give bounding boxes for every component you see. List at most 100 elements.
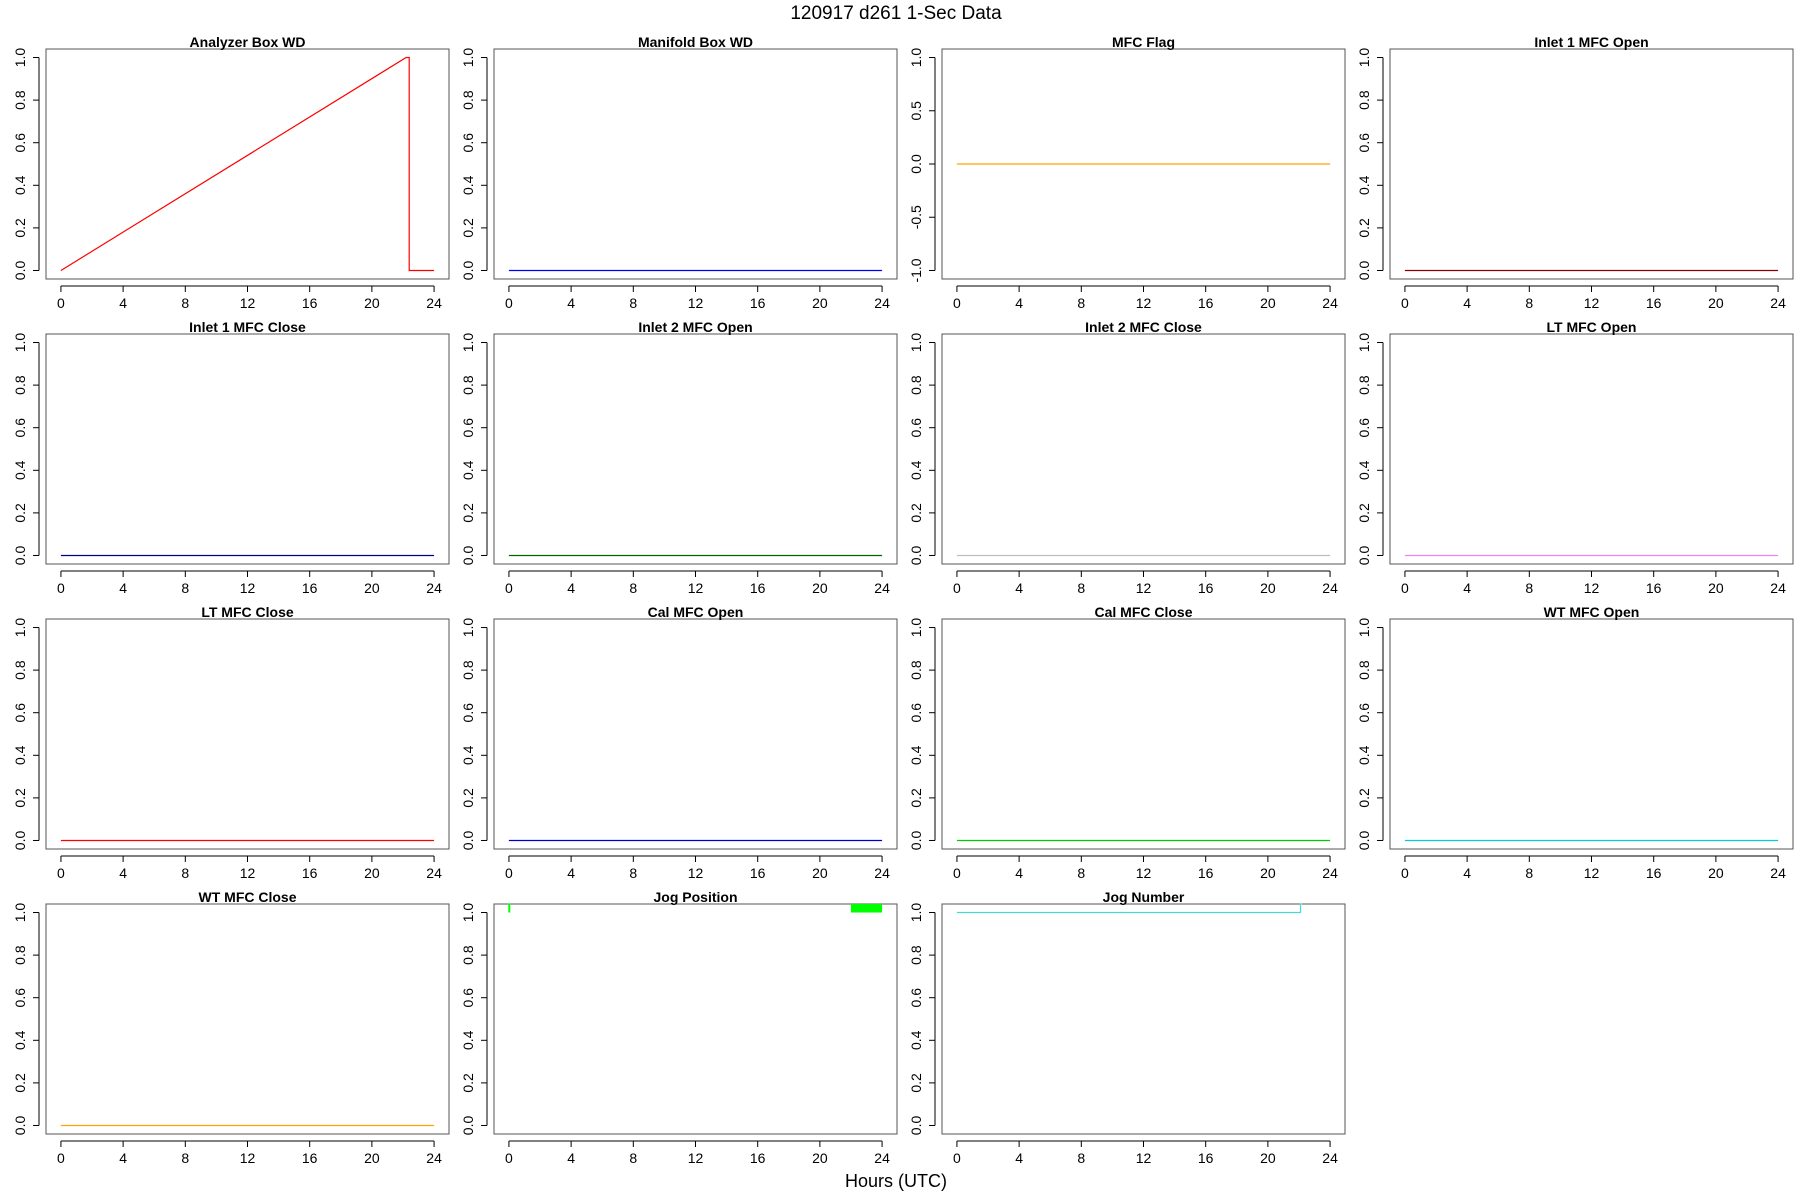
y-tick-label: -1.0: [908, 258, 924, 282]
y-tick-label: 1.0: [12, 903, 28, 923]
panel-title: Cal MFC Open: [648, 604, 744, 620]
x-tick-label: 0: [1401, 865, 1409, 881]
y-tick-label: 0.0: [460, 1116, 476, 1136]
y-tick-label: 0.2: [12, 788, 28, 808]
panel-title: WT MFC Close: [199, 889, 297, 905]
y-tick-label: 0.6: [908, 988, 924, 1008]
x-tick-label: 4: [119, 865, 127, 881]
x-tick-label: 0: [505, 865, 513, 881]
x-tick-label: 8: [1077, 1150, 1085, 1166]
y-tick-label: 0.2: [460, 218, 476, 238]
x-tick-label: 24: [874, 580, 890, 596]
x-tick-label: 16: [1198, 580, 1214, 596]
x-tick-label: 24: [874, 295, 890, 311]
y-tick-label: 0.6: [460, 418, 476, 438]
x-tick-label: 20: [364, 1150, 380, 1166]
x-tick-label: 4: [1015, 865, 1023, 881]
x-tick-label: 16: [302, 1150, 318, 1166]
x-tick-label: 8: [1525, 865, 1533, 881]
chart-panel: LT MFC Close 0 4 8 12 16 20 24 0.0 0.2 0.4 0.6 0.8 1.…: [12, 604, 450, 881]
panel-title: Inlet 2 MFC Close: [1085, 319, 1202, 335]
chart-panel: Cal MFC Close 0 4 8 12 16 20 24 0.0 0.2 0.4 0.6 0.8 1…: [908, 604, 1346, 881]
x-tick-label: 16: [1198, 865, 1214, 881]
x-tick-label: 24: [874, 865, 890, 881]
plot-frame: [941, 48, 1346, 280]
panel-title: Inlet 2 MFC Open: [638, 319, 752, 335]
x-tick-label: 12: [1584, 580, 1600, 596]
x-tick-label: 12: [240, 1150, 256, 1166]
chart-panel: Analyzer Box WD 0 4 8 12 16 20 24 0.0 0.2 0.4 0.6 0.…: [12, 34, 450, 311]
x-tick-label: 24: [1322, 580, 1338, 596]
x-tick-label: 16: [1198, 295, 1214, 311]
x-tick-label: 4: [1463, 295, 1471, 311]
plot-frame: [45, 48, 450, 280]
x-tick-label: 0: [1401, 295, 1409, 311]
x-tick-label: 24: [426, 1150, 442, 1166]
y-tick-label: 0.8: [908, 375, 924, 395]
y-tick-label: 0.6: [908, 703, 924, 723]
plot-frame: [1389, 618, 1794, 850]
x-tick-label: 0: [505, 1150, 513, 1166]
y-tick-label: 0.6: [460, 988, 476, 1008]
chart-panel: Manifold Box WD 0 4 8 12 16 20 24 0.0 0.2 0.4 0.6 0.…: [460, 34, 898, 311]
y-tick-label: -0.5: [908, 205, 924, 229]
x-tick-label: 0: [953, 1150, 961, 1166]
panel-grid: Analyzer Box WD 0 4 8 12 16 20 24 0.0 0.2 0.4 0.6 0.…: [12, 34, 1794, 1166]
y-tick-label: 1.0: [908, 903, 924, 923]
x-tick-label: 0: [953, 580, 961, 596]
y-tick-label: 0.6: [12, 703, 28, 723]
panel-title: Inlet 1 MFC Close: [189, 319, 306, 335]
x-tick-label: 12: [240, 865, 256, 881]
y-tick-label: 0.4: [1356, 460, 1372, 480]
x-tick-label: 24: [426, 295, 442, 311]
series-line: [956, 903, 1303, 914]
plot-frame: [45, 618, 450, 850]
panel-title: WT MFC Open: [1544, 604, 1640, 620]
y-tick-label: 0.6: [1356, 703, 1372, 723]
y-tick-label: 0.4: [460, 745, 476, 765]
x-axis-label: Hours (UTC): [845, 1171, 947, 1191]
plot-frame: [941, 333, 1346, 565]
y-tick-label: 1.0: [1356, 48, 1372, 68]
x-tick-label: 0: [505, 580, 513, 596]
y-tick-label: 1.0: [460, 48, 476, 68]
plot-frame: [1389, 333, 1794, 565]
y-tick-label: 1.0: [1356, 618, 1372, 638]
y-tick-label: 1.0: [12, 333, 28, 353]
x-tick-label: 8: [1077, 580, 1085, 596]
y-tick-label: 0.4: [1356, 175, 1372, 195]
x-tick-label: 16: [1646, 865, 1662, 881]
panel-title: LT MFC Open: [1547, 319, 1637, 335]
x-tick-label: 20: [1260, 865, 1276, 881]
x-tick-label: 12: [1136, 865, 1152, 881]
chart-panel: Inlet 1 MFC Open 0 4 8 12 16 20 24 0.0 0.2 0.4 0.6 0…: [1356, 34, 1794, 311]
plot-frame: [493, 618, 898, 850]
x-tick-label: 24: [1770, 295, 1786, 311]
y-tick-label: 0.6: [460, 703, 476, 723]
y-tick-label: 0.4: [908, 460, 924, 480]
y-tick-label: 0.2: [12, 218, 28, 238]
y-tick-label: 1.0: [1356, 333, 1372, 353]
y-tick-label: 0.8: [460, 90, 476, 110]
x-tick-label: 24: [426, 865, 442, 881]
y-tick-label: 0.4: [460, 1030, 476, 1050]
plot-frame: [493, 903, 898, 1135]
y-tick-label: 1.0: [12, 618, 28, 638]
x-tick-label: 20: [812, 865, 828, 881]
y-tick-label: 0.6: [12, 988, 28, 1008]
y-tick-label: 0.4: [460, 460, 476, 480]
y-tick-label: 0.2: [1356, 218, 1372, 238]
x-tick-label: 4: [1015, 1150, 1023, 1166]
x-tick-label: 20: [1260, 580, 1276, 596]
x-tick-label: 16: [750, 865, 766, 881]
x-tick-label: 4: [119, 1150, 127, 1166]
x-tick-label: 16: [1198, 1150, 1214, 1166]
x-tick-label: 8: [629, 1150, 637, 1166]
y-tick-label: 1.0: [12, 48, 28, 68]
x-tick-label: 16: [750, 295, 766, 311]
x-tick-label: 16: [302, 580, 318, 596]
y-tick-label: 0.6: [460, 133, 476, 153]
chart-panel: Inlet 1 MFC Close 0 4 8 12 16 20 24 0.0 0.2 0.4 0.6…: [12, 319, 450, 596]
x-tick-label: 16: [1646, 580, 1662, 596]
